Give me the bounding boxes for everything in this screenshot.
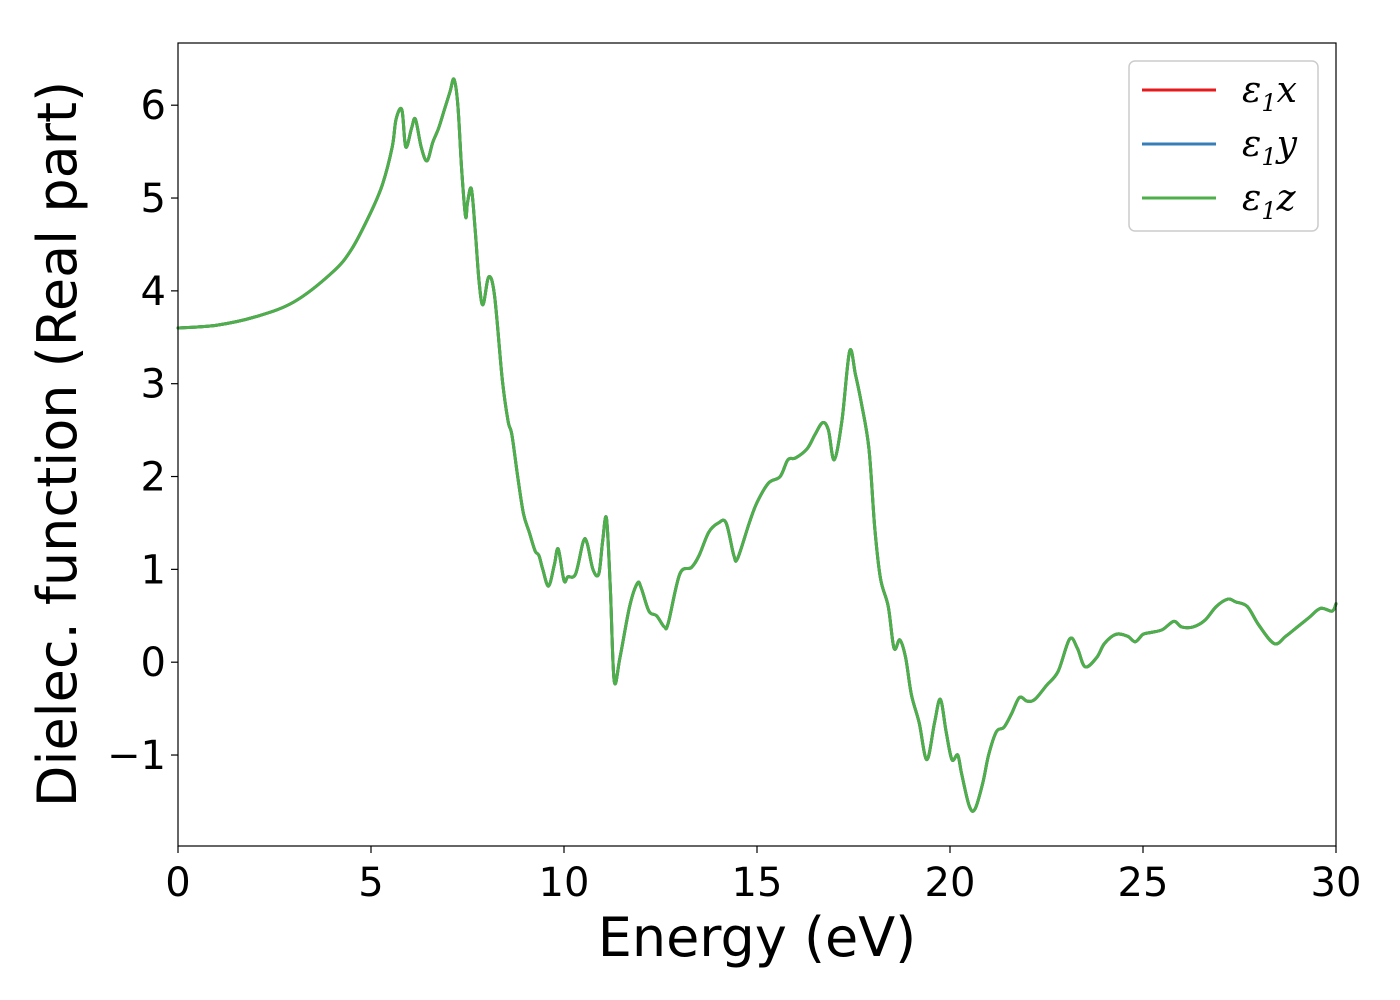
x-axis-label: Energy (eV) xyxy=(598,906,917,969)
y-tick-label: 4 xyxy=(141,269,166,315)
y-axis-label: Dielec. function (Real part) xyxy=(26,81,89,807)
y-tick-label: 3 xyxy=(141,362,166,408)
series-layer xyxy=(176,77,1338,813)
x-tick-label: 15 xyxy=(732,860,783,906)
y-tick-label: 2 xyxy=(141,455,166,501)
y-tick-label: 6 xyxy=(141,83,166,129)
y-tick-label: 0 xyxy=(141,640,166,686)
legend-label-y: ε1y xyxy=(1242,124,1298,171)
series-line-z xyxy=(176,77,1338,813)
y-tick-label: −1 xyxy=(107,733,166,779)
x-tick-label: 25 xyxy=(1118,860,1169,906)
legend-label-x: ε1x xyxy=(1242,70,1297,117)
x-tick-label: 10 xyxy=(539,860,590,906)
y-axis-ticks: −1 0 1 2 3 4 5 6 xyxy=(107,83,178,779)
x-tick-label: 5 xyxy=(358,860,383,906)
y-tick-label: 5 xyxy=(141,176,166,222)
y-tick-label: 1 xyxy=(141,547,166,593)
legend-label-z: ε1z xyxy=(1242,178,1297,225)
x-axis-ticks: 0 5 10 15 20 25 30 xyxy=(165,846,1361,906)
legend: ε1x ε1y ε1z xyxy=(1128,60,1319,232)
x-tick-label: 0 xyxy=(165,860,190,906)
x-tick-label: 20 xyxy=(925,860,976,906)
x-tick-label: 30 xyxy=(1311,860,1362,906)
legend-frame xyxy=(1128,60,1319,232)
